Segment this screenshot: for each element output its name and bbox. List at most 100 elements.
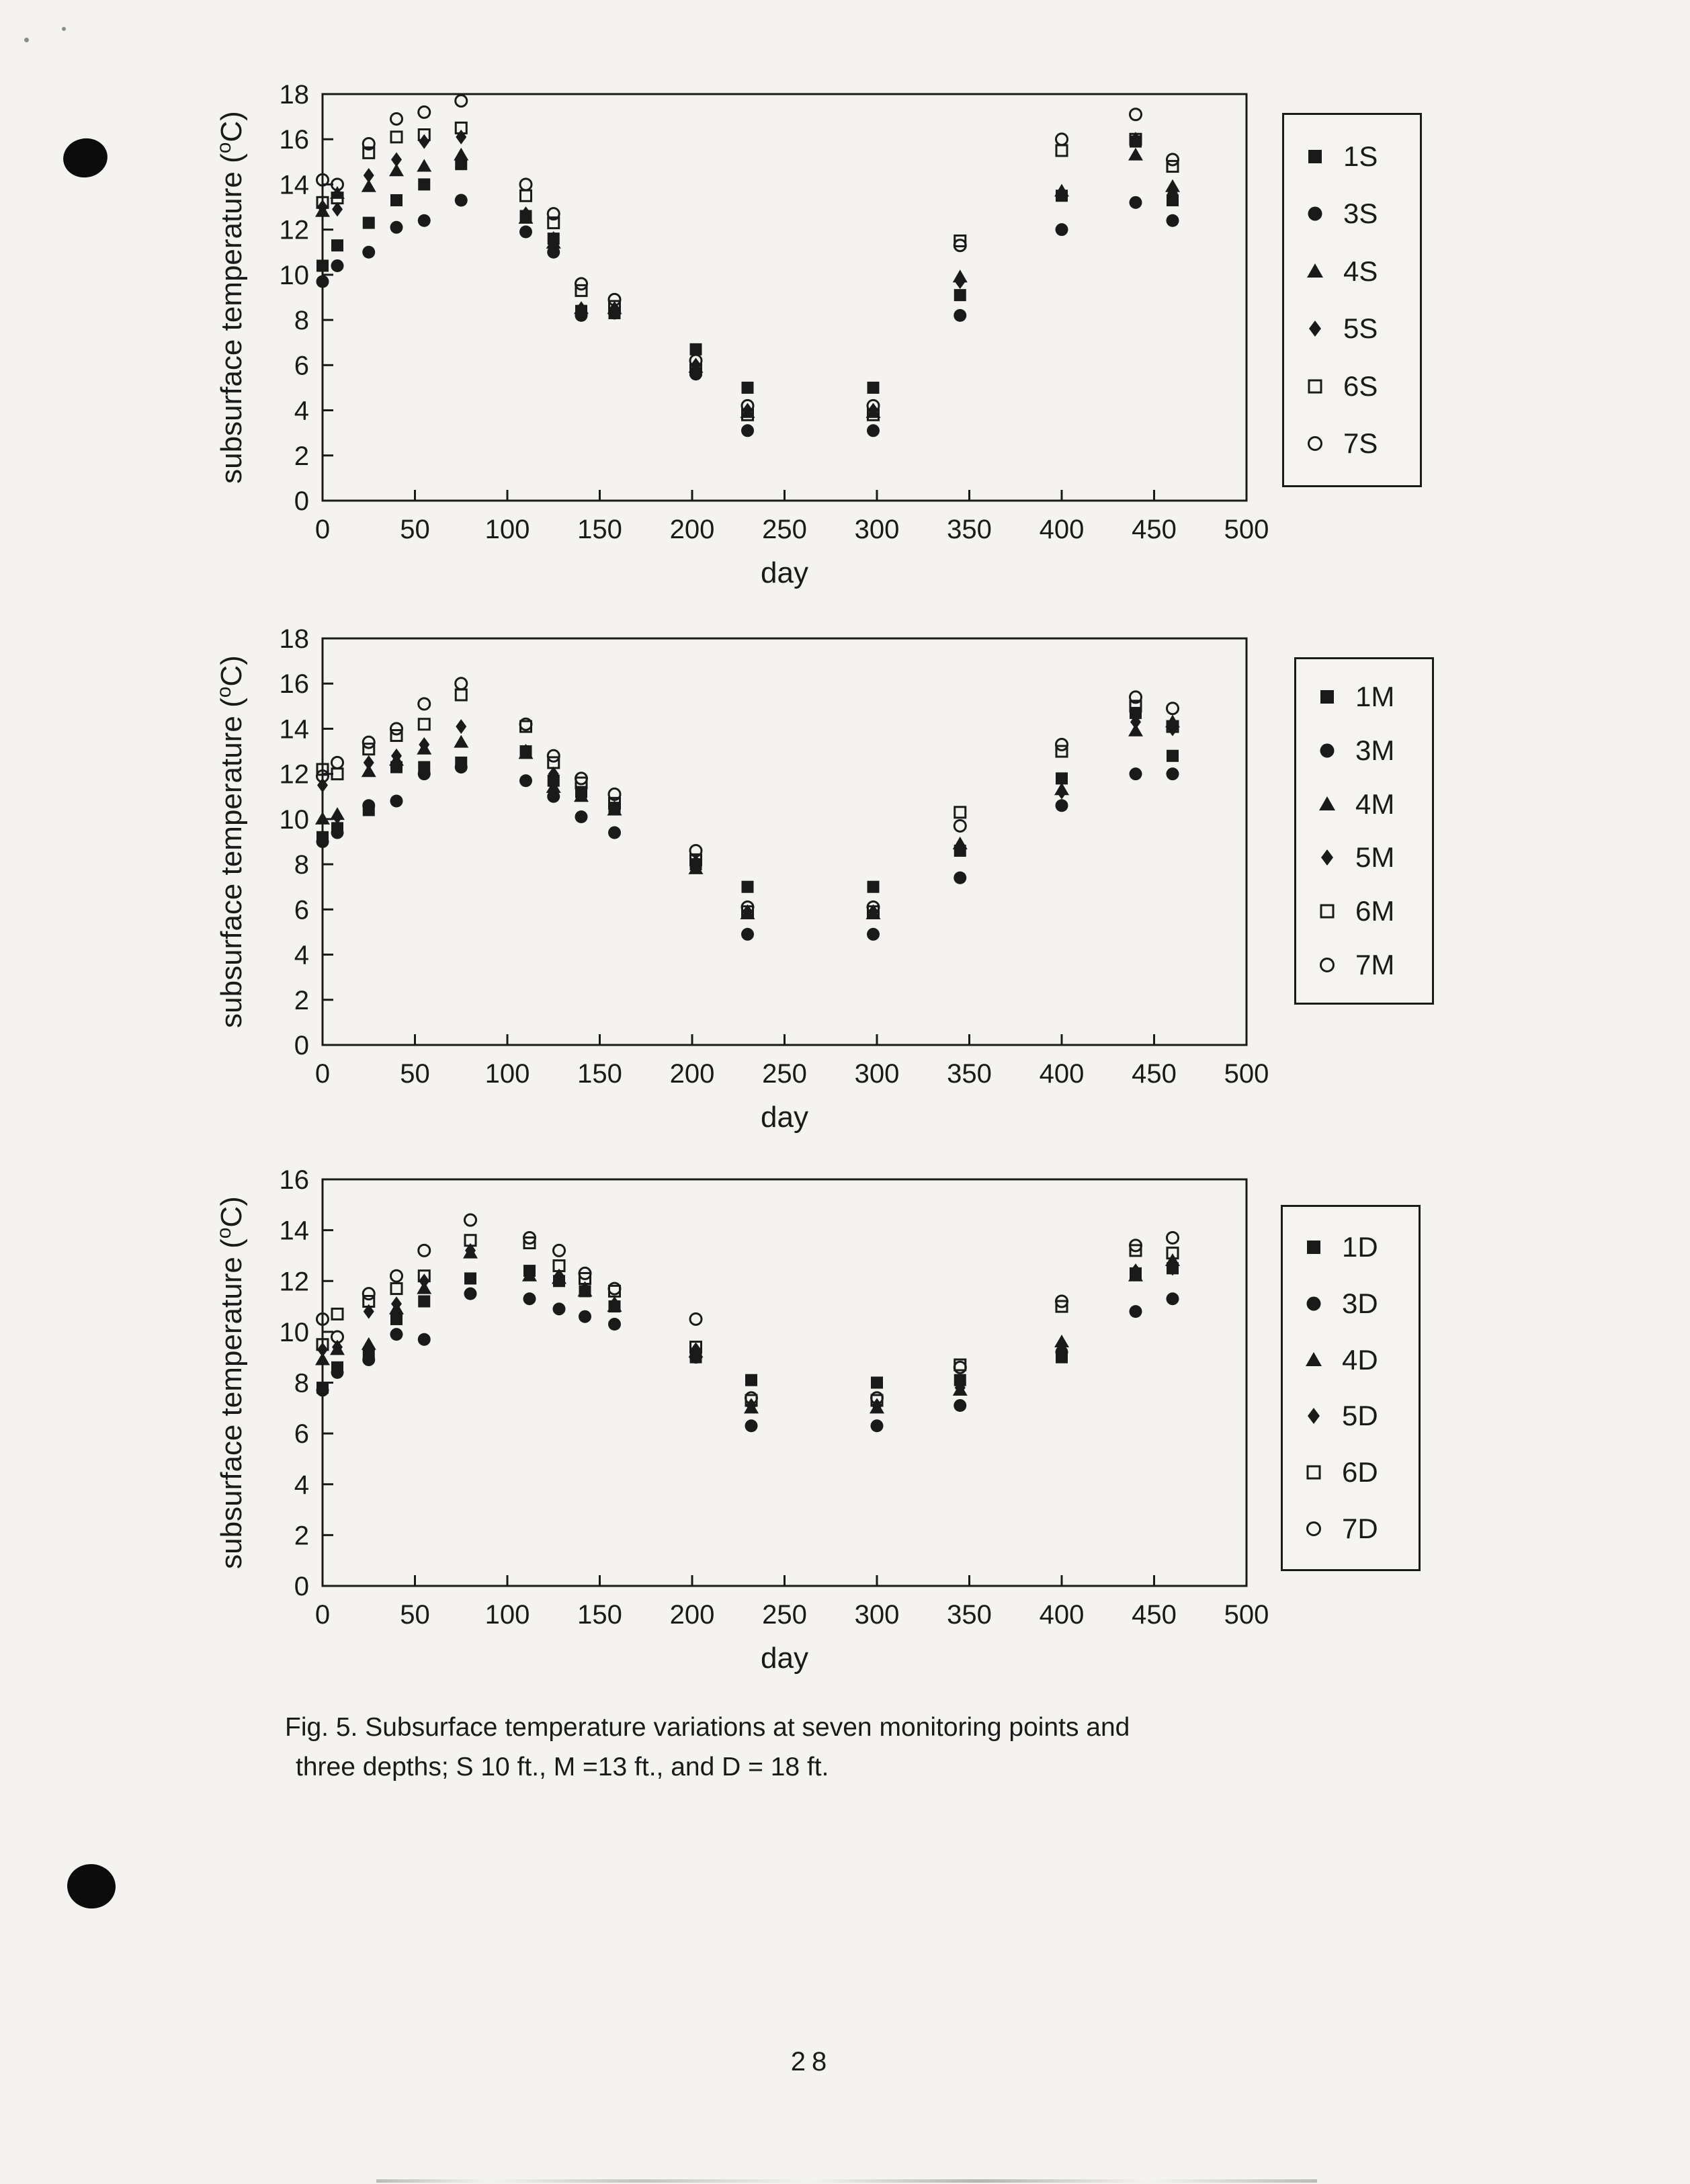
x-tick-label: 300	[855, 1059, 900, 1089]
legend-item-1D: 1D	[1299, 1231, 1419, 1263]
open-square-icon	[1320, 904, 1335, 919]
legend-deep-depth-d: 1D 3D 4D 5D 6D 7D	[1281, 1205, 1421, 1571]
legend-label: 5M	[1355, 841, 1395, 874]
plot-frame	[321, 1178, 1248, 1587]
y-tick-label: 18	[280, 624, 310, 654]
filled-diamond-icon	[1321, 849, 1333, 866]
legend-label: 7M	[1355, 949, 1395, 981]
x-tick-label: 0	[315, 1600, 330, 1630]
x-tick-label: 350	[947, 515, 992, 544]
x-tick-label: 400	[1040, 1600, 1085, 1630]
legend-label: 4S	[1343, 255, 1378, 287]
y-tick-label: 8	[294, 306, 309, 335]
series-6S	[316, 121, 1179, 421]
series-1S	[316, 135, 1179, 394]
scatter-plot-svg: 0 50 100 150 200 250 300 350 400 450 500 0 2 4 6 8 10 12 1…	[213, 624, 1269, 1134]
filled-diamond-icon	[1309, 321, 1321, 337]
legend-label: 5D	[1342, 1400, 1378, 1432]
series-4D	[315, 1245, 1180, 1414]
x-tick-label: 100	[485, 515, 530, 544]
x-tick-label: 50	[400, 1059, 430, 1089]
legend-item-3D: 3D	[1299, 1288, 1419, 1320]
legend-label: 7D	[1342, 1513, 1378, 1545]
open-square-icon	[1308, 379, 1322, 394]
y-tick-label: 18	[280, 80, 310, 110]
legend-item-5S: 5S	[1300, 312, 1420, 345]
y-tick-label: 6	[294, 351, 309, 380]
x-tick-label: 500	[1224, 515, 1269, 544]
y-tick-label: 8	[294, 1369, 309, 1398]
filled-square-icon	[1320, 689, 1334, 704]
x-tick-label: 200	[670, 515, 715, 544]
legend-item-5D: 5D	[1299, 1400, 1419, 1432]
legend-label: 6S	[1343, 370, 1378, 402]
hole-punch-mark-top	[60, 134, 111, 181]
x-tick-label: 0	[315, 1059, 330, 1089]
legend-label: 5S	[1343, 312, 1378, 345]
y-tick-label: 12	[280, 216, 310, 245]
open-square-icon	[1306, 1465, 1321, 1480]
x-tick-label: 150	[577, 515, 622, 544]
x-tick-label: 450	[1132, 1059, 1177, 1089]
ink-speck	[62, 27, 66, 31]
y-tick-label: 2	[294, 1521, 309, 1550]
x-tick-label: 350	[947, 1059, 992, 1089]
legend-item-6S: 6S	[1300, 370, 1420, 403]
y-tick-label: 10	[280, 261, 310, 290]
x-tick-label: 300	[855, 1600, 900, 1630]
x-axis-title: day	[761, 556, 808, 589]
y-tick-label: 16	[280, 669, 310, 699]
y-tick-label: 0	[294, 1572, 309, 1601]
legend-item-6M: 6M	[1312, 895, 1432, 927]
x-axis-title: day	[761, 1642, 808, 1675]
ink-speck	[24, 38, 29, 42]
filled-triangle-icon	[1319, 796, 1335, 810]
y-tick-label: 14	[280, 714, 310, 744]
filled-square-icon	[1308, 149, 1322, 163]
series-4S	[315, 147, 1180, 418]
filled-circle-icon	[1320, 743, 1335, 758]
y-tick-label: 16	[280, 1165, 310, 1195]
legend-label: 7S	[1343, 427, 1378, 460]
y-tick-label: 0	[294, 487, 309, 516]
filled-circle-icon	[1308, 206, 1322, 221]
y-axis-title: subsurface temperature (oC)	[213, 1196, 248, 1569]
x-tick-label: 400	[1040, 515, 1085, 544]
legend-label: 4M	[1355, 788, 1395, 820]
page-number: 28	[790, 2047, 833, 2076]
open-circle-icon	[1306, 1521, 1321, 1537]
x-tick-label: 0	[315, 515, 330, 544]
y-tick-label: 4	[294, 1470, 309, 1500]
y-tick-label: 8	[294, 850, 309, 880]
legend-label: 1D	[1342, 1230, 1378, 1263]
x-tick-label: 150	[577, 1059, 622, 1089]
legend-item-4S: 4S	[1300, 255, 1420, 288]
series-5S	[317, 129, 1178, 418]
legend-label: 6M	[1355, 895, 1395, 927]
y-axis-title: subsurface temperature (oC)	[213, 111, 248, 484]
figure-caption-line-2: three depths; S 10 ft., M =13 ft., and D…	[296, 1752, 829, 1781]
y-tick-label: 12	[280, 1267, 310, 1296]
y-tick-label: 6	[294, 1419, 309, 1449]
series-7M	[316, 677, 1179, 914]
legend-item-7M: 7M	[1312, 949, 1432, 981]
figure-caption: Fig. 5. Subsurface temperature variation…	[285, 1708, 1320, 1787]
legend-item-5M: 5M	[1312, 841, 1432, 874]
x-tick-label: 500	[1224, 1600, 1269, 1630]
x-axis-title: day	[761, 1101, 808, 1134]
scatter-plot-svg: 0 50 100 150 200 250 300 350 400 450 500 0 2 4 6 8 10 12 1…	[213, 80, 1269, 589]
chart-deep-depth-d: 0 50 100 150 200 250 300 350 400 450 500 0 2 4 6 8 10 12 1…	[198, 1156, 1273, 1714]
legend-label: 3S	[1343, 198, 1378, 230]
x-tick-label: 200	[670, 1600, 715, 1630]
y-tick-label: 4	[294, 396, 309, 426]
series-3S	[316, 194, 1179, 437]
series-1M	[316, 706, 1179, 893]
legend-item-7D: 7D	[1299, 1513, 1419, 1545]
y-tick-label: 2	[294, 986, 309, 1015]
x-tick-label: 150	[577, 1600, 622, 1630]
legend-item-4D: 4D	[1299, 1344, 1419, 1376]
legend-item-3M: 3M	[1312, 734, 1432, 767]
x-tick-label: 400	[1040, 1059, 1085, 1089]
legend-label: 6D	[1342, 1456, 1378, 1488]
